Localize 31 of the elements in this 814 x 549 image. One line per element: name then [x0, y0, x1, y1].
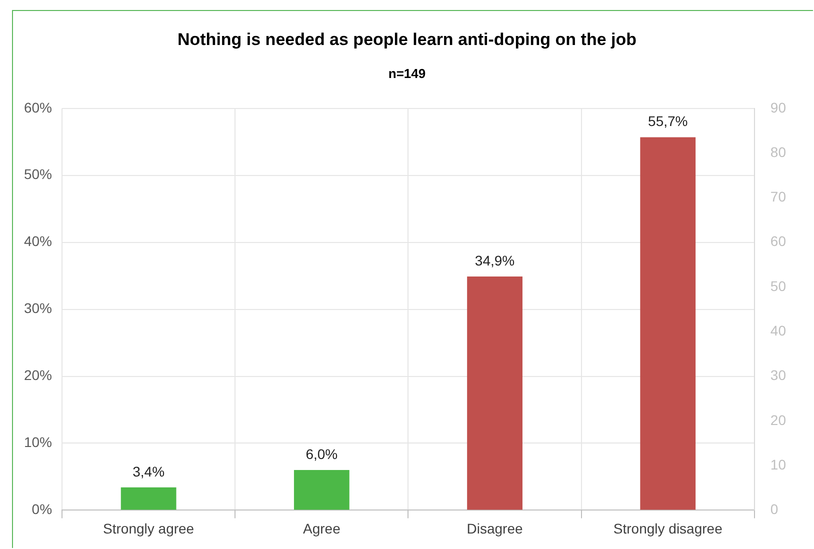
- y-tick-label: 10%: [24, 434, 52, 450]
- bar: [640, 137, 696, 510]
- y-tick-label: 40%: [24, 233, 52, 250]
- y2-tick-label: 0: [770, 501, 778, 518]
- x-tick-label: Agree: [302, 520, 341, 536]
- y2-tick-label: 70: [770, 188, 786, 205]
- data-label: 6,0%: [306, 446, 338, 462]
- chart-title: Nothing is needed as people learn anti-doping on the job: [176, 30, 638, 50]
- bar: [294, 470, 350, 510]
- x-tick-label: Strongly agree: [103, 520, 194, 536]
- y-tick-label: 30%: [24, 300, 52, 316]
- y2-tick-label: 80: [770, 144, 786, 160]
- y2-tick-label: 20: [770, 412, 786, 428]
- y2-tick-label: 40: [770, 322, 786, 338]
- y-tick-label: 0%: [32, 501, 52, 518]
- y2-tick-label: 10: [770, 456, 786, 472]
- data-label: 3,4%: [132, 463, 165, 480]
- y-tick-label: 60%: [24, 99, 52, 116]
- bar: [467, 276, 522, 510]
- data-label: 55,7%: [648, 113, 688, 130]
- bar: [120, 487, 176, 510]
- y2-tick-label: 60: [770, 233, 786, 250]
- chart-subtitle: n=149: [387, 66, 427, 81]
- x-tick-label: Disagree: [466, 520, 523, 536]
- y2-tick-label: 30: [770, 367, 786, 384]
- y2-tick-label: 90: [770, 99, 786, 116]
- y-tick-label: 50%: [24, 166, 52, 182]
- data-label: 34,9%: [474, 252, 515, 268]
- y2-tick-label: 50: [770, 278, 786, 294]
- x-tick-label: Strongly disagree: [613, 520, 723, 536]
- y-tick-label: 20%: [24, 367, 52, 384]
